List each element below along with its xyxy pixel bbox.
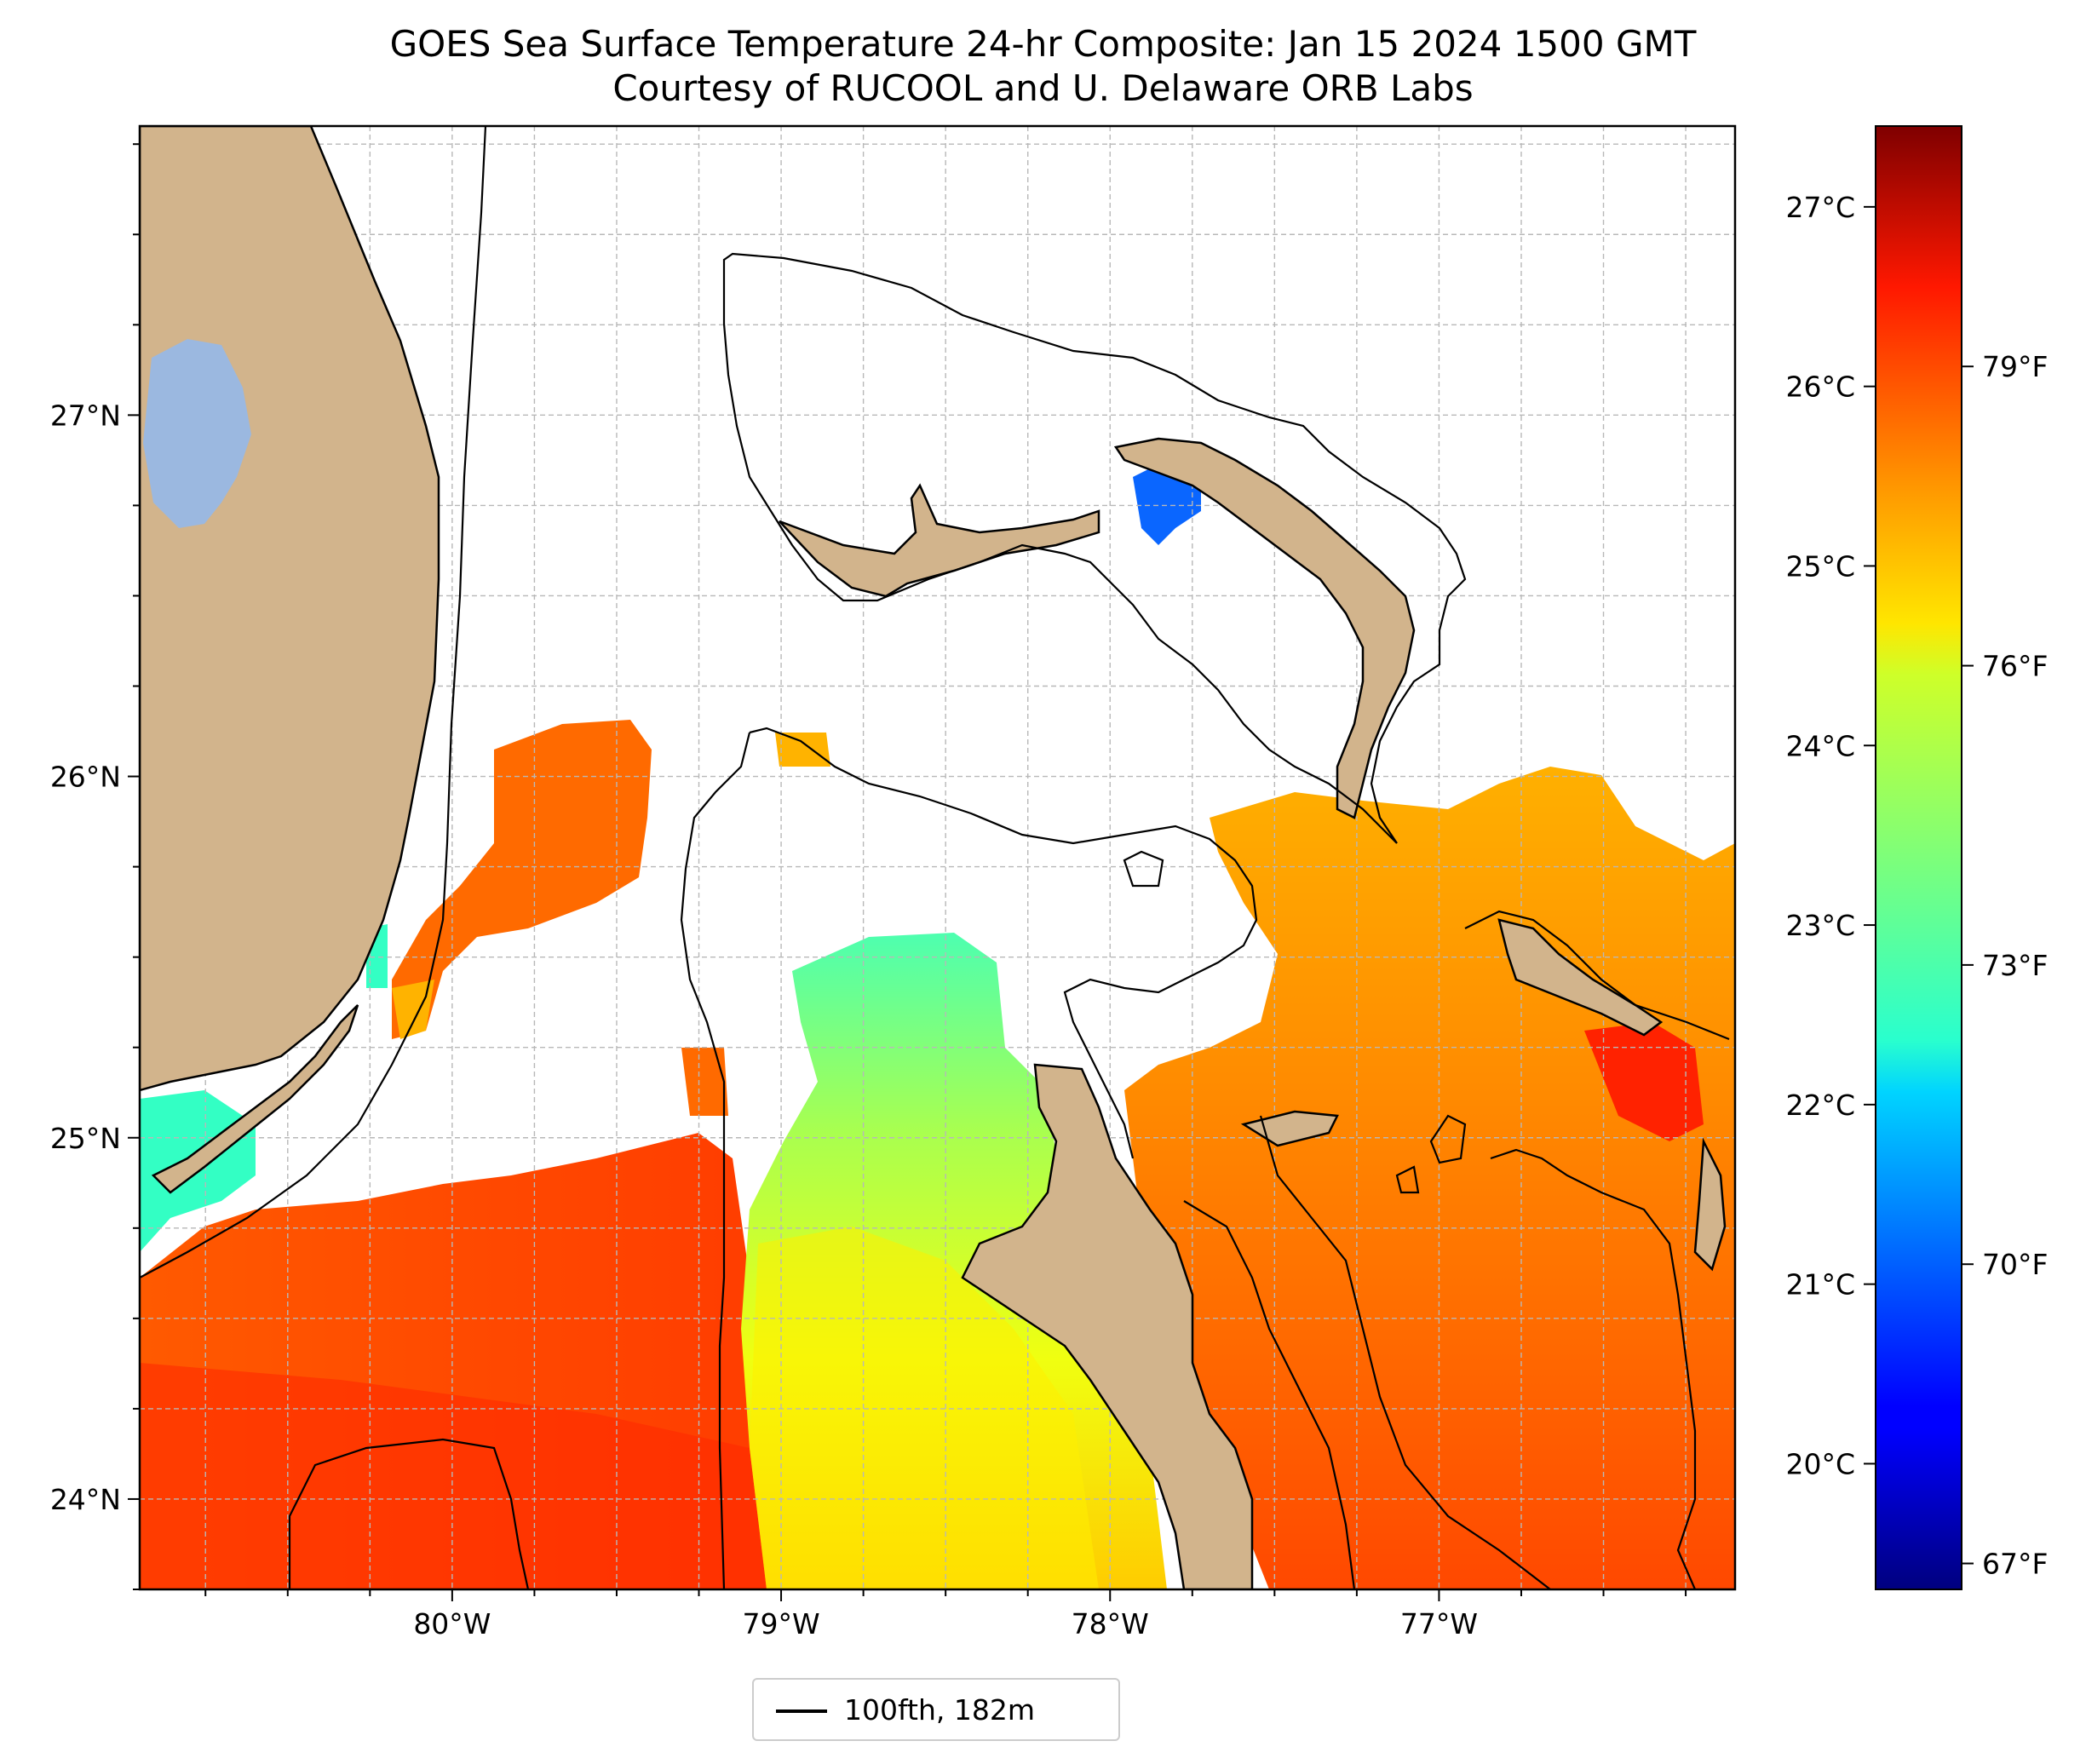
lake-okeechobee <box>143 339 251 528</box>
lat-tick-label: 25°N <box>50 1122 121 1155</box>
lat-tick-label: 27°N <box>50 399 121 432</box>
fahrenheit-tick-label: 70°F <box>1982 1248 2048 1281</box>
lon-tick-label: 78°W <box>1072 1607 1149 1640</box>
celsius-tick-label: 26°C <box>1785 371 1855 404</box>
plot-frame <box>138 124 1737 1591</box>
fahrenheit-tick-label: 67°F <box>1982 1548 2048 1581</box>
grand-bahama-island <box>779 483 1100 598</box>
celsius-tick-label: 25°C <box>1785 549 1855 583</box>
colorbar-ticks <box>1864 205 1974 1565</box>
sst-field <box>140 460 1735 1589</box>
fahrenheit-tick-label: 79°F <box>1982 350 2048 383</box>
fahrenheit-tick-label: 73°F <box>1982 949 2048 982</box>
cat-island <box>1693 1137 1727 1272</box>
isobath-east-shelf <box>1490 1148 1697 1589</box>
fahrenheit-tick-label: 76°F <box>1982 650 2048 683</box>
lon-tick-label: 77°W <box>1400 1607 1478 1640</box>
gridlines <box>140 126 1735 1589</box>
isobath-great-bahama-bank-west <box>680 732 751 1589</box>
isobath-100fth <box>140 126 1730 1589</box>
celsius-tick-label: 24°C <box>1785 729 1855 762</box>
celsius-tick-label: 23°C <box>1785 909 1855 942</box>
lat-tick-label: 26°N <box>50 761 121 794</box>
lon-tick-label: 80°W <box>413 1607 491 1640</box>
legend: 100fth, 182m <box>752 1678 1120 1741</box>
map-subtitle: Courtesy of RUCOOL and U. Delaware ORB L… <box>612 67 1474 109</box>
isobath-south-loop <box>288 1438 530 1589</box>
isobath-eleuthera <box>1464 910 1730 1041</box>
andros-island <box>961 1063 1254 1589</box>
sst-orange-florida-straits <box>392 720 652 1039</box>
land <box>140 126 1727 1589</box>
isobath-small-island-3 <box>1123 850 1164 888</box>
axis-labels: 80°W 79°W 78°W 77°W 24°N 25°N 26°N 27°N <box>50 399 1478 1640</box>
little-abaco <box>1113 437 1416 819</box>
celsius-tick-label: 27°C <box>1785 191 1855 224</box>
celsius-tick-label: 22°C <box>1785 1089 1855 1122</box>
sst-grand-bahama-patch <box>775 733 830 767</box>
axis-ticks <box>128 143 1687 1601</box>
isobath-florida-shelf <box>140 126 487 1278</box>
isobath-tongue-of-ocean <box>1183 1200 1356 1589</box>
lon-tick-label: 79°W <box>742 1607 819 1640</box>
isobath-small-island-2 <box>1395 1165 1420 1194</box>
sst-small-orange-tongue <box>681 1048 728 1116</box>
colorbar <box>1875 125 1962 1590</box>
sst-orange-straits-south <box>392 980 434 1039</box>
isobath-small-island-1 <box>1429 1114 1467 1164</box>
legend-line-swatch <box>776 1709 827 1713</box>
isobath-exuma-sound <box>1259 1115 1551 1589</box>
celsius-tick-label: 21°C <box>1785 1268 1855 1301</box>
lat-tick-label: 24°N <box>50 1483 121 1516</box>
map-title: GOES Sea Surface Temperature 24-hr Compo… <box>389 23 1697 65</box>
isobath-little-bahama-bank <box>722 252 1467 844</box>
map-plot-area <box>140 126 1735 1589</box>
sst-red-east-patch <box>1584 1022 1704 1141</box>
colorbar-labels: 20°C 21°C 22°C 23°C 24°C 25°C 26°C 27°C 67°F 70°F… <box>1785 191 2048 1581</box>
isobath-great-bahama-bank-north <box>749 727 1258 1159</box>
eleuthera-island <box>1497 918 1664 1037</box>
legend-label: 100fth, 182m <box>844 1693 1035 1727</box>
celsius-tick-label: 20°C <box>1785 1447 1855 1480</box>
sst-warm-hotspot <box>140 1363 767 1589</box>
florida-keys <box>151 1004 359 1194</box>
